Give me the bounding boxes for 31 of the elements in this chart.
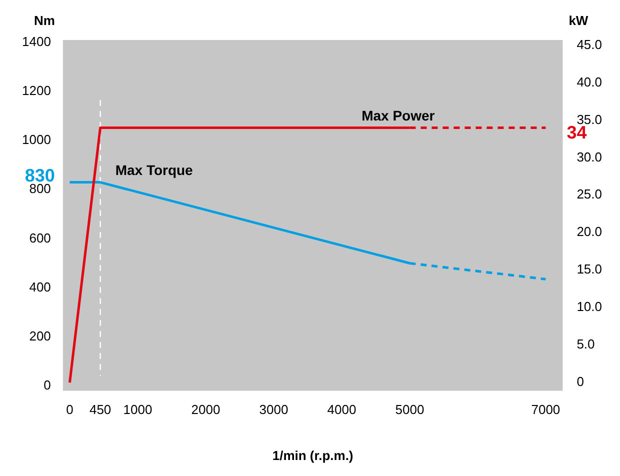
y2-tick-label: 10.0 xyxy=(576,299,602,314)
y-tick-label: 1400 xyxy=(22,34,51,50)
y2-tick-label: 15.0 xyxy=(576,262,602,277)
x-tick-label: 0 xyxy=(66,402,74,418)
y-tick-label: 0 xyxy=(44,377,51,392)
x-tick-label: 3000 xyxy=(259,402,288,418)
y2-tick-label: 20.0 xyxy=(576,224,602,240)
x-tick-label: 5000 xyxy=(395,402,424,418)
x-tick-label: 450 xyxy=(89,402,112,418)
x-tick-label: 7000 xyxy=(531,402,560,418)
series-label: Max Power xyxy=(362,108,436,124)
y2-tick-label: 25.0 xyxy=(576,186,602,202)
y2-tick-label: 30.0 xyxy=(576,149,602,164)
y-tick-label: 1200 xyxy=(22,83,51,98)
y-tick-label: 400 xyxy=(29,279,51,294)
y-tick-label: 600 xyxy=(29,230,51,246)
y2-tick-label: 40.0 xyxy=(576,74,602,90)
x-tick-label: 4000 xyxy=(327,402,356,418)
x-tick-label: 1000 xyxy=(123,402,152,418)
y2-axis-title: kW xyxy=(568,13,589,28)
y-tick-label: 1000 xyxy=(22,132,51,148)
y2-tick-label: 0 xyxy=(576,374,584,390)
y-tick-label: 200 xyxy=(29,328,51,344)
x-tick-label: 2000 xyxy=(191,402,220,418)
y2-tick-label: 35.0 xyxy=(576,112,602,127)
series-label: Max Torque xyxy=(115,162,194,178)
y2-tick-label: 5.0 xyxy=(576,336,595,352)
x-axis-title: 1/min (r.p.m.) xyxy=(272,448,354,463)
y2-tick-label: 45.0 xyxy=(576,36,602,52)
y-axis-title: Nm xyxy=(34,13,55,28)
y-tick-label: 800 xyxy=(29,181,51,196)
